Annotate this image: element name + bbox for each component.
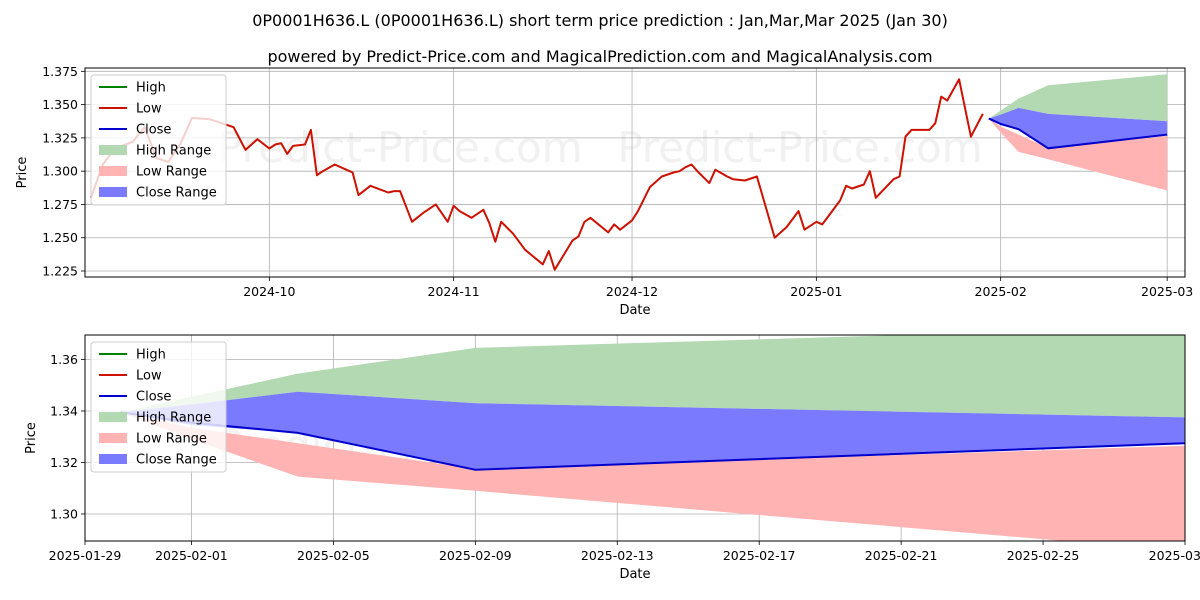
chart-title: 0P0001H636.L (0P0001H636.L) short term p…	[252, 11, 948, 30]
low-range-band	[120, 412, 1185, 541]
watermark-text: Predict-Price.com	[617, 123, 982, 172]
plot-frame	[84, 334, 1186, 542]
y-axis-label: Price	[15, 157, 30, 189]
x-tick-label: 2025-02-09	[439, 548, 512, 563]
legend-label: High	[136, 81, 166, 96]
x-tick-label: 2025-02-13	[581, 548, 654, 563]
x-tick-label: 2025-02	[975, 284, 1027, 299]
low-range-band	[988, 118, 1168, 191]
legend: High Low Close High Range Low Range Close Ran…	[90, 341, 227, 473]
x-tick-label: 2025-02-17	[723, 548, 796, 563]
legend-label: Low Range	[136, 165, 207, 180]
x-tick-label: 2025-02-05	[297, 548, 370, 563]
close-series-line	[988, 117, 1168, 150]
legend-label: High Range	[136, 411, 211, 426]
y-axis-label: Price	[24, 422, 39, 454]
y-tick-label: 1.30	[50, 506, 78, 521]
legend-label: Low	[136, 369, 162, 384]
x-tick-label: 2025-02-21	[865, 548, 938, 563]
watermark-text: Predict-Price.com	[217, 123, 582, 172]
y-tick-label: 1.32	[50, 455, 78, 470]
legend-label: Close	[136, 390, 171, 405]
legend-swatch-close_range	[99, 454, 127, 464]
plot-area	[89, 74, 1168, 271]
y-tick-label: 1.275	[42, 197, 78, 212]
top-panel: Predict-Price.com Predict-Price.com 1.225 1…	[15, 64, 1193, 318]
legend-label: Close	[136, 123, 171, 138]
x-tick-label: 2024-11	[428, 284, 480, 299]
y-tick-label: 1.34	[50, 403, 78, 418]
bottom-panel: Predict-Price.comPredict-Price.com1.301.…	[24, 334, 1200, 582]
legend-label: High	[136, 348, 166, 363]
y-tick-label: 1.350	[42, 97, 78, 112]
y-tick-label: 1.375	[42, 64, 78, 79]
legend-label: Low Range	[136, 432, 207, 447]
y-tick-label: 1.225	[42, 264, 78, 279]
high-range-band	[988, 74, 1168, 122]
legend-swatch-low_range	[99, 166, 127, 176]
x-tick-label: 2025-01-29	[49, 548, 122, 563]
legend-label: Close Range	[136, 453, 217, 468]
chart-subtitle: powered by Predict-Price.com and Magical…	[267, 47, 932, 66]
y-tick-label: 1.325	[42, 130, 78, 145]
y-tick-label: 1.36	[50, 352, 78, 367]
legend-label: Low	[136, 102, 162, 117]
low-series-line	[89, 78, 984, 271]
x-axis-label: Date	[619, 567, 650, 582]
legend-swatch-close_range	[99, 187, 127, 197]
plot-area	[120, 335, 1185, 541]
plot-frame	[84, 67, 1186, 278]
x-tick-label: 2025-03-01	[1149, 548, 1200, 563]
legend-swatch-high_range	[99, 412, 127, 422]
legend-label: Close Range	[136, 186, 217, 201]
x-tick-label: 2024-12	[606, 284, 658, 299]
high-range-band	[120, 335, 1185, 418]
legend-label: High Range	[136, 144, 211, 159]
x-tick-label: 2025-02-25	[1007, 548, 1080, 563]
y-tick-label: 1.250	[42, 230, 78, 245]
legend-swatch-high_range	[99, 145, 127, 155]
x-tick-label: 2025-03	[1141, 284, 1193, 299]
x-tick-label: 2025-02-01	[155, 548, 228, 563]
x-axis-label: Date	[619, 303, 650, 318]
close-range-band	[120, 391, 1185, 469]
y-tick-label: 1.300	[42, 164, 78, 179]
x-tick-label: 2025-01	[790, 284, 842, 299]
legend: High Low Close High Range Low Range Close Ran…	[90, 74, 227, 206]
x-tick-label: 2024-10	[243, 284, 295, 299]
legend-swatch-low_range	[99, 433, 127, 443]
